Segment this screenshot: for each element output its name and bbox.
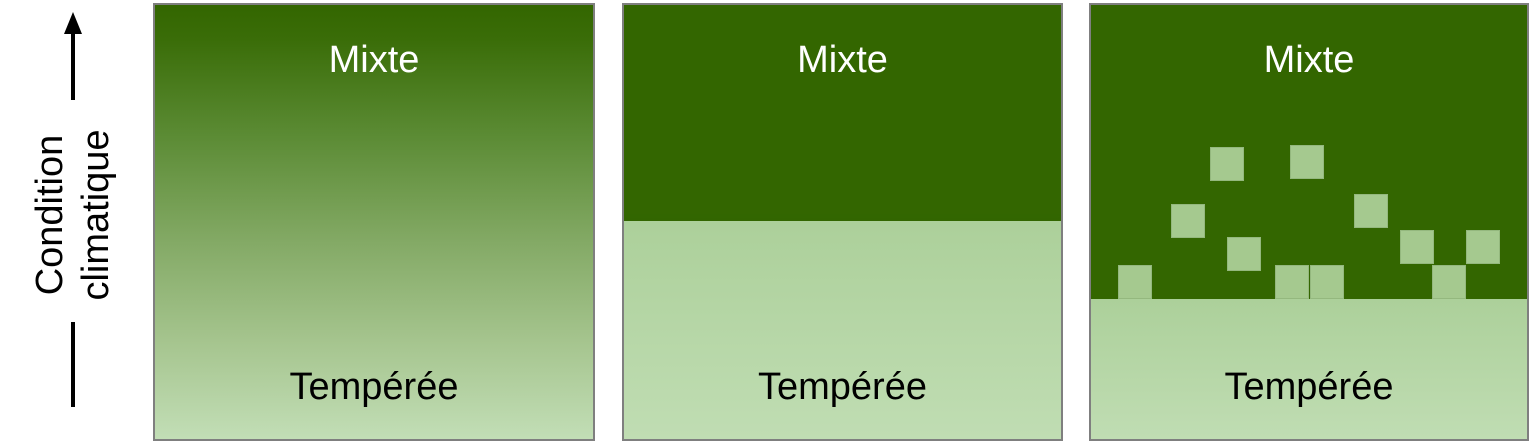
panel-top-label: Mixte xyxy=(797,39,888,81)
panel-bottom-label: Tempérée xyxy=(1224,366,1394,408)
temperate-zone xyxy=(1091,299,1527,439)
temperate-patch xyxy=(1227,237,1261,271)
temperate-patch xyxy=(1310,265,1344,299)
panel-bottom-label: Tempérée xyxy=(289,366,459,408)
temperate-patch xyxy=(1275,265,1309,299)
temperate-zone xyxy=(624,221,1061,439)
climate-axis: Condition climatique xyxy=(0,0,140,447)
temperate-patch xyxy=(1290,145,1324,179)
temperate-patch xyxy=(1354,194,1388,228)
panel-bottom-label: Tempérée xyxy=(758,366,927,408)
temperate-patch xyxy=(1118,265,1152,299)
temperate-patch xyxy=(1400,230,1434,264)
panel-top-label: Mixte xyxy=(328,39,420,81)
panel-patchy-transition: Mixte Tempérée xyxy=(1089,3,1529,441)
axis-label: Condition climatique xyxy=(29,129,117,301)
temperate-patch xyxy=(1210,147,1244,181)
axis-arrow xyxy=(64,12,82,407)
temperate-patch xyxy=(1466,230,1500,264)
arrow-up-icon xyxy=(64,12,82,34)
panel-gradual-transition: Mixte Tempérée xyxy=(153,3,595,441)
panel-sharp-transition: Mixte Tempérée xyxy=(622,3,1063,441)
panel-top-label: Mixte xyxy=(1263,39,1355,81)
temperate-patch xyxy=(1432,265,1466,299)
temperate-patch xyxy=(1171,204,1205,238)
